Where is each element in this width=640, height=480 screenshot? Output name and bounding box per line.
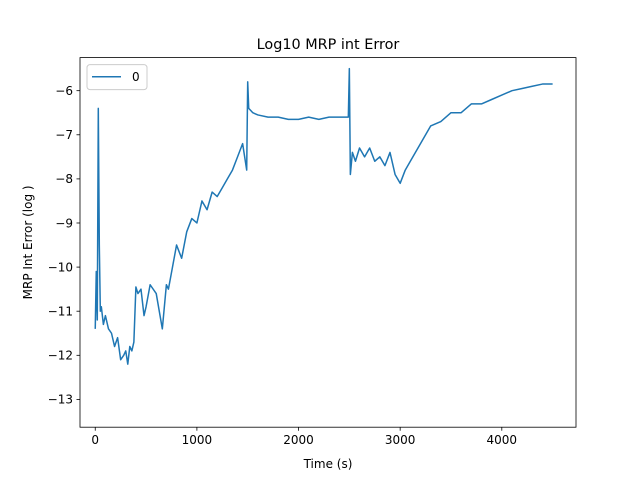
x-axis-label: Time (s) — [303, 457, 353, 471]
y-tick-label: −6 — [55, 84, 73, 98]
x-tick-label: 3000 — [385, 433, 416, 447]
y-tick-label: −8 — [55, 172, 73, 186]
tick-marks — [76, 90, 503, 431]
series-line-0 — [94, 67, 553, 365]
chart-title: Log10 MRP int Error — [257, 37, 400, 53]
x-tick-label: 0 — [91, 433, 99, 447]
x-tick-label: 2000 — [283, 433, 314, 447]
legend: 0 — [86, 64, 148, 91]
x-tick-label: 1000 — [182, 433, 213, 447]
y-tick-label: −10 — [48, 260, 73, 274]
x-tick-label: 4000 — [487, 433, 518, 447]
y-axis-label: MRP Int Error (log ) — [21, 185, 35, 299]
x-tick-labels: 0 1000 2000 3000 4000 — [91, 433, 517, 447]
y-tick-label: −7 — [55, 128, 73, 142]
plot-area — [94, 67, 553, 365]
legend-label: 0 — [132, 70, 140, 84]
axes-frame — [79, 57, 577, 428]
y-tick-label: −11 — [48, 305, 73, 319]
y-tick-label: −12 — [48, 349, 73, 363]
y-tick-label: −13 — [48, 393, 73, 407]
y-tick-label: −9 — [55, 216, 73, 230]
y-tick-labels: −13 −12 −11 −10 −9 −8 −7 −6 — [48, 84, 73, 407]
